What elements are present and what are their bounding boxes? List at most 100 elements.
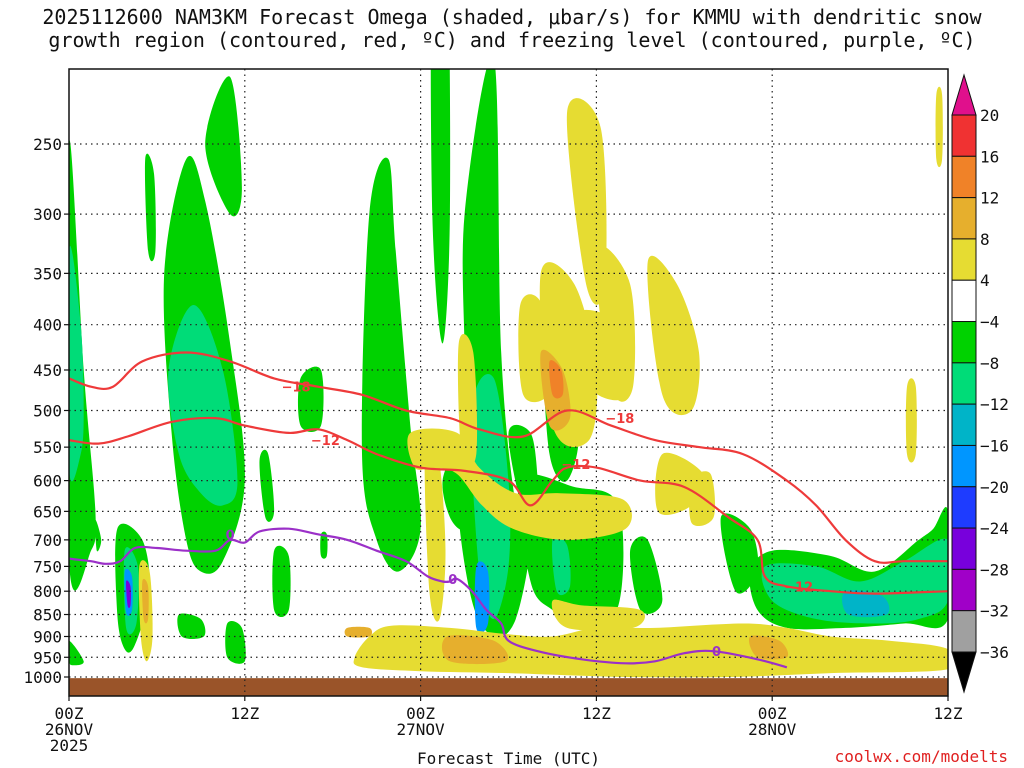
- colorbar-level-label: 20: [980, 106, 999, 125]
- colorbar-segment: [951, 238, 977, 281]
- omega-shaded-region: [595, 245, 636, 402]
- omega-shaded-region: [144, 153, 156, 262]
- watermark: coolwx.com/modelts: [834, 747, 1008, 766]
- y-tick-label: 950: [33, 648, 62, 667]
- omega-shaded-region: [720, 513, 759, 594]
- chart-title-line2: growth region (contoured, red, ºC) and f…: [48, 28, 976, 52]
- x-tick-label: 12Z: [230, 704, 259, 723]
- contour-label: 0: [226, 528, 235, 543]
- contour-label: 0: [712, 645, 721, 660]
- colorbar-level-label: −12: [980, 395, 1009, 414]
- y-tick-label: 600: [33, 472, 62, 491]
- omega-shaded-region: [177, 613, 206, 639]
- x-tick-label: 26NOV: [45, 720, 94, 739]
- plot-frame: [68, 68, 949, 697]
- colorbar-segment: [951, 321, 977, 364]
- omega-shaded-region: [474, 561, 490, 634]
- contour-label: −12: [311, 434, 340, 449]
- colorbar-level-label: −8: [980, 354, 999, 373]
- contour-label: −18: [282, 381, 311, 396]
- omega-shaded-region: [353, 623, 948, 678]
- omega-shaded-region: [259, 449, 275, 522]
- omega-shaded-region: [842, 590, 890, 618]
- omega-shaded-region: [748, 635, 789, 660]
- omega-shaded-region: [225, 621, 246, 664]
- y-tick-label: 650: [33, 502, 62, 521]
- isotherm-minus12-line: [69, 416, 948, 595]
- y-tick-label: 750: [33, 557, 62, 576]
- colorbar-level-label: 8: [980, 230, 990, 249]
- x-tick-label: 12Z: [582, 704, 611, 723]
- omega-shaded-region: [95, 519, 102, 552]
- y-tick-label: 450: [33, 361, 62, 380]
- y-tick-label: 700: [33, 531, 62, 550]
- omega-shaded-region: [457, 334, 478, 468]
- omega-shaded-region: [629, 536, 663, 614]
- omega-shaded-region: [125, 580, 131, 609]
- colorbar-segment: [951, 527, 977, 570]
- omega-shaded-region: [320, 531, 328, 559]
- x-tick-label: 27NOV: [397, 720, 446, 739]
- y-tick-label: 500: [33, 402, 62, 421]
- colorbar-segment: [951, 155, 977, 199]
- y-tick-label: 900: [33, 627, 62, 646]
- x-tick-label: 00Z: [406, 704, 435, 723]
- colorbar-level-label: −20: [980, 478, 1009, 497]
- contour-label: −12: [784, 580, 813, 595]
- omega-shaded-region: [297, 366, 324, 432]
- omega-shaded-region: [272, 545, 291, 618]
- colorbar-level-label: −36: [980, 643, 1009, 662]
- colorbar-level-label: −28: [980, 560, 1009, 579]
- colorbar-top-arrow: [951, 73, 977, 116]
- contour-label: −12: [561, 458, 590, 473]
- omega-shaded-region: [905, 378, 917, 463]
- omega-shaded-region: [430, 69, 451, 344]
- omega-shaded-region: [142, 578, 149, 624]
- x-tick-label: 2025: [50, 736, 89, 755]
- colorbar-segment: [951, 114, 977, 157]
- omega-shaded-region: [551, 536, 571, 596]
- omega-shaded-region: [551, 599, 646, 631]
- ground-surface: [69, 678, 948, 696]
- colorbar-level-label: −24: [980, 519, 1009, 538]
- colorbar-level-label: 16: [980, 147, 999, 166]
- x-tick-label: 28NOV: [748, 720, 797, 739]
- plot-area: −18 −12 0 0 −18 −12 −12 0: [69, 69, 948, 696]
- contour-label: −18: [605, 412, 634, 427]
- omega-shaded-region: [69, 640, 84, 666]
- colorbar-segment: [951, 362, 977, 405]
- omega-shaded-region: [205, 76, 242, 217]
- omega-shaded-region: [168, 305, 238, 506]
- colorbar-segment: [951, 444, 977, 488]
- y-tick-label: 300: [33, 205, 62, 224]
- omega-shaded-region: [596, 536, 615, 605]
- colorbar-segment: [951, 486, 977, 529]
- omega-shaded-region: [441, 635, 509, 665]
- colorbar-segment: [951, 279, 977, 323]
- omega-shaded-region: [344, 626, 373, 638]
- y-tick-label: 350: [33, 264, 62, 283]
- y-tick-label: 800: [33, 582, 62, 601]
- colorbar-segment: [951, 568, 977, 612]
- omega-shaded-region: [424, 434, 446, 622]
- colorbar-level-label: −32: [980, 602, 1009, 621]
- colorbar-segment: [951, 610, 977, 653]
- freezing-level-0c-line: [69, 527, 788, 669]
- y-tick-label: 850: [33, 606, 62, 625]
- colorbar-level-label: 4: [980, 271, 990, 290]
- colorbar-bottom-arrow: [951, 651, 977, 694]
- x-tick-label: 00Z: [758, 704, 787, 723]
- x-tick-label: 00Z: [55, 704, 84, 723]
- contour-label: 0: [448, 573, 457, 588]
- colorbar-segment: [951, 197, 977, 240]
- chart-title-line1: 2025112600 NAM3KM Forecast Omega (shaded…: [42, 5, 982, 29]
- omega-shaded-region: [361, 157, 421, 572]
- omega-shaded-region: [647, 255, 700, 416]
- isotherm-minus18-line: [69, 351, 948, 564]
- omega-shaded-region: [761, 538, 948, 624]
- omega-shaded-region: [69, 246, 84, 482]
- colorbar-level-label: 12: [980, 189, 999, 208]
- x-axis-label: Forecast Time (UTC): [417, 749, 600, 768]
- y-tick-label: 400: [33, 316, 62, 335]
- y-tick-label: 550: [33, 438, 62, 457]
